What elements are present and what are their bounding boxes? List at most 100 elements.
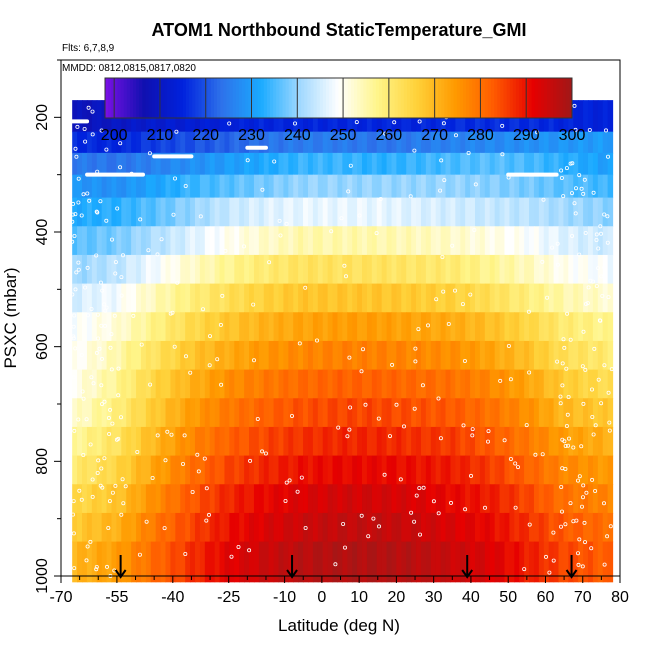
heatmap-cell <box>362 312 368 342</box>
heatmap-cell <box>416 226 422 256</box>
heatmap-cell <box>484 152 491 176</box>
heatmap-cell <box>396 484 402 514</box>
heatmap-cell <box>553 484 560 514</box>
sample-marker <box>84 558 89 563</box>
sample-marker <box>572 103 577 108</box>
heatmap-cell <box>96 426 103 457</box>
heatmap-cell <box>607 426 614 457</box>
heatmap-cell <box>224 340 230 371</box>
heatmap-cell <box>420 254 427 285</box>
heatmap-cell <box>140 312 147 342</box>
heatmap-cell <box>165 455 172 485</box>
sample-marker <box>540 452 545 457</box>
heatmap-cell <box>303 398 309 428</box>
sample-marker <box>108 407 113 412</box>
heatmap-cell <box>450 369 456 399</box>
heatmap-cell <box>116 174 122 199</box>
sample-marker <box>560 509 565 514</box>
heatmap-cell <box>504 152 510 176</box>
heatmap-cell <box>425 398 432 428</box>
heatmap-cell <box>160 369 167 399</box>
heatmap-cell <box>332 512 339 543</box>
colorbar-segment <box>182 78 187 118</box>
heatmap-cell <box>150 312 157 342</box>
heatmap-cell <box>249 226 255 256</box>
sample-marker <box>116 366 121 371</box>
heatmap-cell <box>77 100 83 133</box>
heatmap-cell <box>420 283 427 313</box>
heatmap-cell <box>327 484 334 514</box>
heatmap-cell <box>204 512 211 543</box>
heatmap-cell <box>278 174 285 199</box>
heatmap-cell <box>455 312 461 342</box>
heatmap-cell <box>327 512 334 543</box>
heatmap-cell <box>278 340 285 371</box>
heatmap-cell <box>602 426 609 457</box>
heatmap-cell <box>597 197 604 227</box>
heatmap-cell <box>214 369 221 399</box>
heatmap-cell <box>131 541 137 583</box>
colorbar-segment <box>463 78 467 118</box>
heatmap-cell <box>258 426 265 457</box>
heatmap-cell <box>533 398 540 428</box>
heatmap-cell <box>258 484 265 514</box>
heatmap-cell <box>327 312 334 342</box>
heatmap-cell <box>475 484 481 514</box>
heatmap-cell <box>538 226 545 256</box>
heatmap-cell <box>484 455 491 485</box>
heatmap-cell <box>126 197 132 227</box>
heatmap-cell <box>170 197 176 227</box>
heatmap-cell <box>234 197 240 227</box>
heatmap-cell <box>136 455 142 485</box>
heatmap-cell <box>519 226 525 256</box>
heatmap-cell <box>219 426 226 457</box>
heatmap-cell <box>145 312 152 342</box>
heatmap-cell <box>489 541 496 583</box>
heatmap-cell <box>199 174 206 199</box>
heatmap-cell <box>322 369 329 399</box>
sample-marker <box>359 513 364 518</box>
colorbar-segment <box>161 78 165 118</box>
sample-marker <box>138 217 143 222</box>
heatmap-cell <box>234 541 240 583</box>
heatmap-cell <box>72 254 78 285</box>
heatmap-cell <box>283 152 289 176</box>
heatmap-cell <box>96 484 103 514</box>
heatmap-cell <box>607 398 614 428</box>
heatmap-cell <box>499 512 506 543</box>
heatmap-cell <box>548 197 555 227</box>
heatmap-cell <box>553 197 560 227</box>
heatmap-cell <box>234 455 240 485</box>
heatmap-cell <box>420 226 427 256</box>
heatmap-cell <box>77 283 83 313</box>
heatmap-cell <box>263 174 270 199</box>
heatmap-cell <box>573 100 579 133</box>
heatmap-cell <box>406 226 412 256</box>
heatmap-cell <box>121 312 127 342</box>
heatmap-cell <box>558 283 565 313</box>
colorbar-segment <box>382 78 386 118</box>
heatmap-cell <box>366 484 373 514</box>
heatmap-cell <box>268 312 275 342</box>
heatmap-cell <box>533 484 540 514</box>
heatmap-cell <box>430 312 437 342</box>
heatmap-cell <box>489 369 496 399</box>
heatmap-cell <box>185 512 191 543</box>
heatmap-cell <box>150 455 157 485</box>
heatmap-cell <box>136 312 142 342</box>
heatmap-cell <box>347 131 353 154</box>
heatmap-cell <box>470 426 476 457</box>
heatmap-cell <box>194 541 201 583</box>
heatmap-cell <box>293 226 299 256</box>
heatmap-cell <box>116 226 122 256</box>
heatmap-cell <box>101 174 108 199</box>
heatmap-cell <box>234 426 240 457</box>
sample-marker <box>86 313 91 318</box>
heatmap-cell <box>194 340 201 371</box>
sample-marker <box>559 484 564 489</box>
heatmap-cell <box>391 512 397 543</box>
heatmap-cell <box>602 226 609 256</box>
sample-marker <box>602 363 607 368</box>
heatmap-cell <box>342 174 348 199</box>
sample-marker <box>241 244 246 249</box>
